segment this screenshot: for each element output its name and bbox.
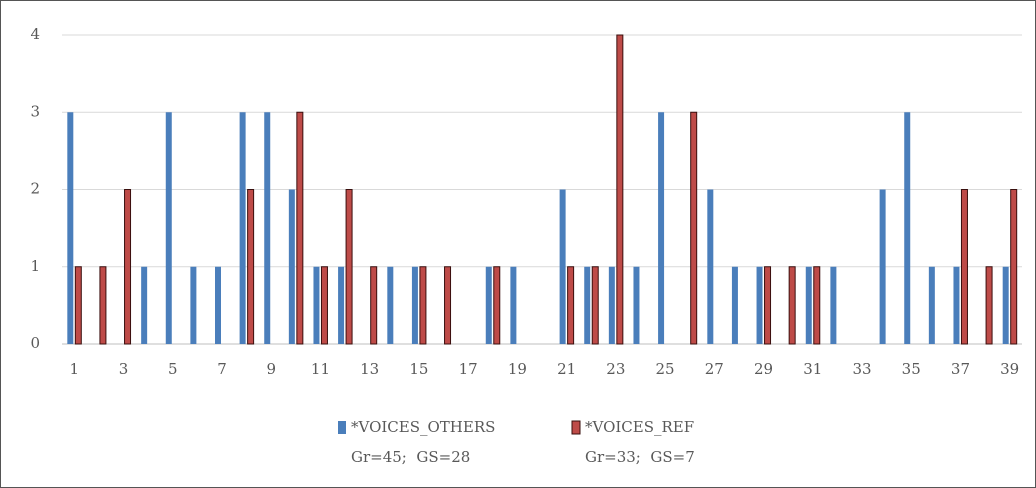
bar (953, 266, 960, 344)
bar (493, 266, 501, 345)
bar (813, 266, 821, 345)
x-tick-label: 13 (360, 360, 379, 378)
bar (141, 266, 148, 344)
y-tick-label: 1 (30, 257, 40, 275)
bar (99, 266, 107, 345)
bar (879, 189, 886, 344)
x-tick-label: 3 (119, 360, 129, 378)
bar (320, 266, 328, 345)
bar (190, 266, 197, 344)
legend-swatch (571, 420, 581, 435)
bar (559, 189, 566, 344)
bar (387, 266, 394, 344)
x-tick-label: 29 (754, 360, 773, 378)
y-tick-label: 3 (30, 102, 40, 120)
bar (960, 189, 968, 345)
bar (313, 266, 320, 344)
bar (411, 266, 418, 344)
x-tick-label: 37 (951, 360, 970, 378)
bar (215, 266, 221, 344)
y-tick-label: 4 (30, 25, 40, 43)
legend-label: *VOICES_REF (585, 418, 694, 436)
bar (485, 266, 492, 344)
bar (165, 112, 172, 344)
bar (707, 189, 714, 344)
bar (584, 266, 591, 344)
bar (731, 266, 738, 344)
bar (788, 266, 796, 345)
bar (296, 111, 304, 345)
bar (247, 189, 255, 345)
bar (633, 266, 640, 344)
x-tick-label: 31 (803, 360, 822, 378)
x-tick-label: 11 (311, 360, 330, 378)
y-tick-label: 2 (30, 180, 40, 198)
x-tick-label: 33 (852, 360, 871, 378)
bar (74, 266, 82, 345)
bar (658, 112, 665, 344)
legend-swatch (338, 421, 346, 434)
bar (419, 266, 427, 345)
x-tick-label: 27 (705, 360, 724, 378)
x-tick-label: 5 (168, 360, 178, 378)
bar (510, 266, 517, 344)
x-tick-label: 7 (217, 360, 227, 378)
x-tick-label: 21 (557, 360, 576, 378)
bar (288, 189, 295, 344)
bar (567, 266, 575, 345)
x-tick-label: 39 (1000, 360, 1019, 378)
x-tick-label: 15 (409, 360, 428, 378)
bar (370, 266, 378, 345)
bar (928, 266, 935, 344)
bar (338, 266, 345, 344)
bar (904, 112, 911, 344)
x-tick-label: 19 (508, 360, 527, 378)
bar (264, 112, 271, 344)
bar (616, 34, 624, 345)
bar (345, 189, 353, 345)
bar (1002, 266, 1009, 344)
x-tick-label: 17 (459, 360, 478, 378)
x-tick-label: 9 (266, 360, 276, 378)
bar (1010, 189, 1018, 345)
bar (67, 112, 74, 344)
bar (756, 266, 763, 344)
bar (239, 112, 246, 344)
y-tick-label: 0 (30, 334, 40, 352)
bar (690, 111, 698, 345)
bar (591, 266, 599, 345)
x-tick-label: 1 (70, 360, 80, 378)
bar (444, 266, 452, 345)
bar (764, 266, 772, 345)
bar (124, 189, 132, 345)
x-tick-label: 23 (606, 360, 625, 378)
bar (985, 266, 993, 345)
bar (805, 266, 812, 344)
legend-note: Gr=33; GS=7 (585, 448, 695, 466)
legend-note: Gr=45; GS=28 (351, 448, 470, 466)
x-tick-label: 25 (656, 360, 675, 378)
legend-label: *VOICES_OTHERS (351, 418, 495, 436)
bar (608, 266, 615, 344)
bar (830, 266, 837, 344)
x-tick-label: 35 (902, 360, 921, 378)
